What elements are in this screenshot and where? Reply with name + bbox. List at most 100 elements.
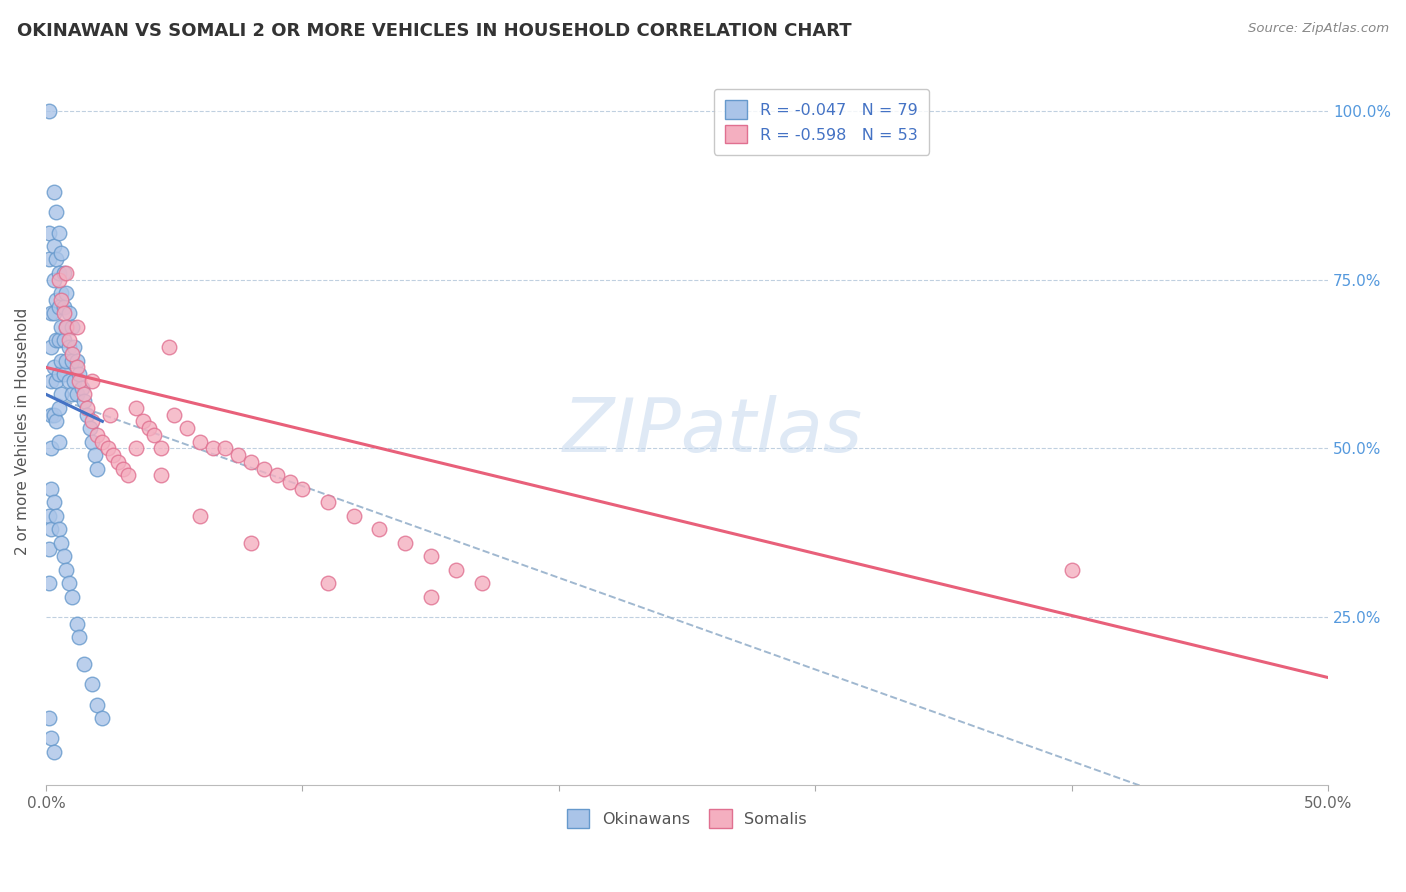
Point bbox=[45, 293, 67, 307]
Point bbox=[51, 293, 73, 307]
Point bbox=[51, 387, 73, 401]
Point bbox=[291, 482, 314, 496]
Point bbox=[42, 273, 65, 287]
Point bbox=[38, 226, 60, 240]
Point bbox=[42, 360, 65, 375]
Point bbox=[316, 495, 339, 509]
Point bbox=[316, 576, 339, 591]
Point bbox=[48, 434, 70, 449]
Point bbox=[91, 434, 114, 449]
Point bbox=[66, 360, 89, 375]
Point bbox=[58, 374, 80, 388]
Point bbox=[471, 576, 494, 591]
Point bbox=[38, 104, 60, 119]
Point bbox=[55, 353, 77, 368]
Point bbox=[125, 401, 148, 415]
Point bbox=[55, 320, 77, 334]
Point bbox=[42, 306, 65, 320]
Point bbox=[240, 535, 263, 549]
Point bbox=[150, 468, 173, 483]
Point bbox=[39, 522, 62, 536]
Point bbox=[38, 576, 60, 591]
Point bbox=[67, 367, 90, 381]
Point bbox=[142, 427, 165, 442]
Point bbox=[48, 300, 70, 314]
Point bbox=[201, 442, 224, 456]
Point bbox=[138, 421, 160, 435]
Point bbox=[55, 563, 77, 577]
Point bbox=[42, 239, 65, 253]
Point bbox=[51, 245, 73, 260]
Point bbox=[117, 468, 139, 483]
Point bbox=[86, 698, 108, 712]
Point bbox=[73, 387, 96, 401]
Point bbox=[278, 475, 301, 489]
Point bbox=[63, 340, 86, 354]
Point bbox=[240, 455, 263, 469]
Point bbox=[163, 408, 186, 422]
Point bbox=[76, 401, 98, 415]
Point bbox=[45, 334, 67, 348]
Point bbox=[111, 461, 134, 475]
Y-axis label: 2 or more Vehicles in Household: 2 or more Vehicles in Household bbox=[15, 308, 30, 555]
Point bbox=[132, 414, 155, 428]
Point bbox=[214, 442, 236, 456]
Point bbox=[39, 306, 62, 320]
Point bbox=[368, 522, 391, 536]
Point bbox=[82, 434, 104, 449]
Text: ZIPatlas: ZIPatlas bbox=[562, 395, 863, 467]
Point bbox=[86, 427, 108, 442]
Point bbox=[66, 616, 89, 631]
Point bbox=[76, 408, 98, 422]
Point bbox=[42, 745, 65, 759]
Point bbox=[66, 353, 89, 368]
Point bbox=[101, 448, 124, 462]
Point bbox=[150, 442, 173, 456]
Point bbox=[48, 522, 70, 536]
Point bbox=[60, 347, 83, 361]
Point bbox=[45, 508, 67, 523]
Point bbox=[48, 401, 70, 415]
Point bbox=[55, 266, 77, 280]
Point bbox=[67, 630, 90, 644]
Point bbox=[125, 442, 148, 456]
Point bbox=[188, 434, 211, 449]
Point bbox=[67, 374, 90, 388]
Point bbox=[52, 306, 75, 320]
Point bbox=[86, 461, 108, 475]
Point bbox=[58, 334, 80, 348]
Point bbox=[60, 353, 83, 368]
Point bbox=[39, 340, 62, 354]
Point bbox=[38, 252, 60, 267]
Point bbox=[45, 205, 67, 219]
Point bbox=[39, 374, 62, 388]
Point bbox=[98, 408, 121, 422]
Point bbox=[63, 374, 86, 388]
Point bbox=[66, 320, 89, 334]
Point bbox=[82, 677, 104, 691]
Point bbox=[79, 421, 101, 435]
Point bbox=[38, 542, 60, 557]
Point bbox=[48, 273, 70, 287]
Point bbox=[52, 300, 75, 314]
Point bbox=[52, 266, 75, 280]
Point bbox=[48, 334, 70, 348]
Point bbox=[52, 367, 75, 381]
Point bbox=[45, 374, 67, 388]
Point bbox=[58, 306, 80, 320]
Point bbox=[55, 286, 77, 301]
Point bbox=[96, 442, 118, 456]
Point bbox=[52, 549, 75, 564]
Point bbox=[107, 455, 129, 469]
Point bbox=[70, 381, 93, 395]
Point bbox=[60, 590, 83, 604]
Point bbox=[51, 535, 73, 549]
Point bbox=[55, 320, 77, 334]
Point bbox=[446, 563, 468, 577]
Text: Source: ZipAtlas.com: Source: ZipAtlas.com bbox=[1249, 22, 1389, 36]
Point bbox=[51, 320, 73, 334]
Point bbox=[60, 387, 83, 401]
Point bbox=[45, 252, 67, 267]
Point bbox=[82, 374, 104, 388]
Point bbox=[58, 576, 80, 591]
